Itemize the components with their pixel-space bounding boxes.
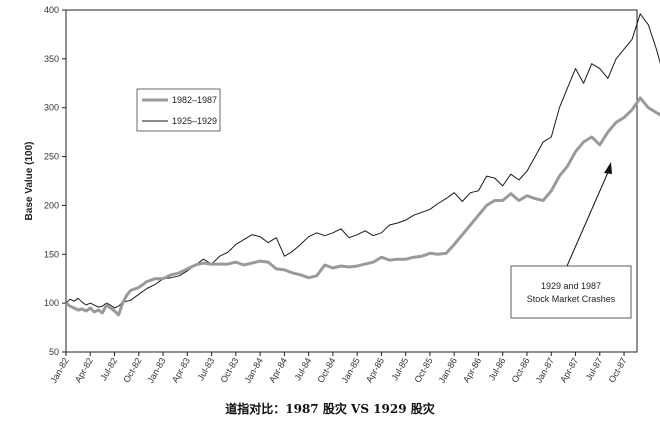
x-tick-label-Apr-86: Apr-86 xyxy=(461,356,483,384)
y-tick-label-300: 300 xyxy=(44,103,59,113)
x-tick-label-Jan-85: Jan-85 xyxy=(339,356,361,385)
y-axis-title: Base Value (100) xyxy=(24,142,35,221)
x-tick-label-Jan-83: Jan-83 xyxy=(145,356,167,385)
y-tick-label-150: 150 xyxy=(44,249,59,259)
x-tick-label-Oct-84: Oct-84 xyxy=(315,356,337,384)
x-tick-label-Oct-85: Oct-85 xyxy=(413,356,435,384)
plot-frame xyxy=(65,9,638,353)
x-tick-label-Apr-87: Apr-87 xyxy=(558,356,580,384)
y-tick-label-250: 250 xyxy=(44,152,59,162)
series-line-1925-1929 xyxy=(65,13,660,309)
annotation-line-2: Stock Market Crashes xyxy=(527,294,616,304)
x-tick-label-Jul-86: Jul-86 xyxy=(487,356,508,382)
chart-caption: 道指对比：1987 股灾 VS 1929 股灾 xyxy=(225,402,435,416)
x-tick-label-Jul-85: Jul-85 xyxy=(390,356,411,382)
x-tick-label-Oct-86: Oct-86 xyxy=(510,356,532,384)
annotation-line-1: 1929 and 1987 xyxy=(541,281,601,291)
legend-label-1925-1929: 1925–1929 xyxy=(172,116,217,126)
annotation-box xyxy=(510,265,632,319)
y-tick-label-50: 50 xyxy=(49,347,59,357)
x-tick-label-Apr-83: Apr-83 xyxy=(170,356,192,384)
x-tick-label-Jan-84: Jan-84 xyxy=(242,356,264,385)
y-tick-label-200: 200 xyxy=(44,200,59,210)
x-tick-label-Jan-86: Jan-86 xyxy=(437,356,459,385)
x-tick-label-Jul-87: Jul-87 xyxy=(584,356,605,382)
x-tick-label-Apr-84: Apr-84 xyxy=(267,356,289,384)
legend-box xyxy=(136,88,221,132)
annotation: 1929 and 1987 Stock Market Crashes xyxy=(510,162,632,319)
y-tick-label-400: 400 xyxy=(44,5,59,15)
x-tick-label-Oct-82: Oct-82 xyxy=(121,356,143,384)
legend: 1982–1987 1925–1929 xyxy=(136,88,221,132)
x-tick-label-Jul-83: Jul-83 xyxy=(195,356,216,382)
annotation-arrow-head xyxy=(604,162,612,174)
y-tick-label-350: 350 xyxy=(44,54,59,64)
x-tick-label-Apr-85: Apr-85 xyxy=(364,356,386,384)
annotation-arrow-line xyxy=(566,169,610,267)
series-line-1982-1987 xyxy=(65,96,660,317)
legend-label-1982-1987: 1982–1987 xyxy=(172,95,217,105)
x-tick-label-Jan-87: Jan-87 xyxy=(534,356,556,385)
x-tick-label-Oct-87: Oct-87 xyxy=(607,356,629,384)
x-tick-label-Jul-82: Jul-82 xyxy=(98,356,119,382)
x-tick-label-Apr-82: Apr-82 xyxy=(73,356,95,384)
y-tick-label-100: 100 xyxy=(44,298,59,308)
x-tick-label-Jan-82: Jan-82 xyxy=(48,356,70,385)
x-tick-label-Jul-84: Jul-84 xyxy=(292,356,313,382)
x-tick-label-Oct-83: Oct-83 xyxy=(218,356,240,384)
